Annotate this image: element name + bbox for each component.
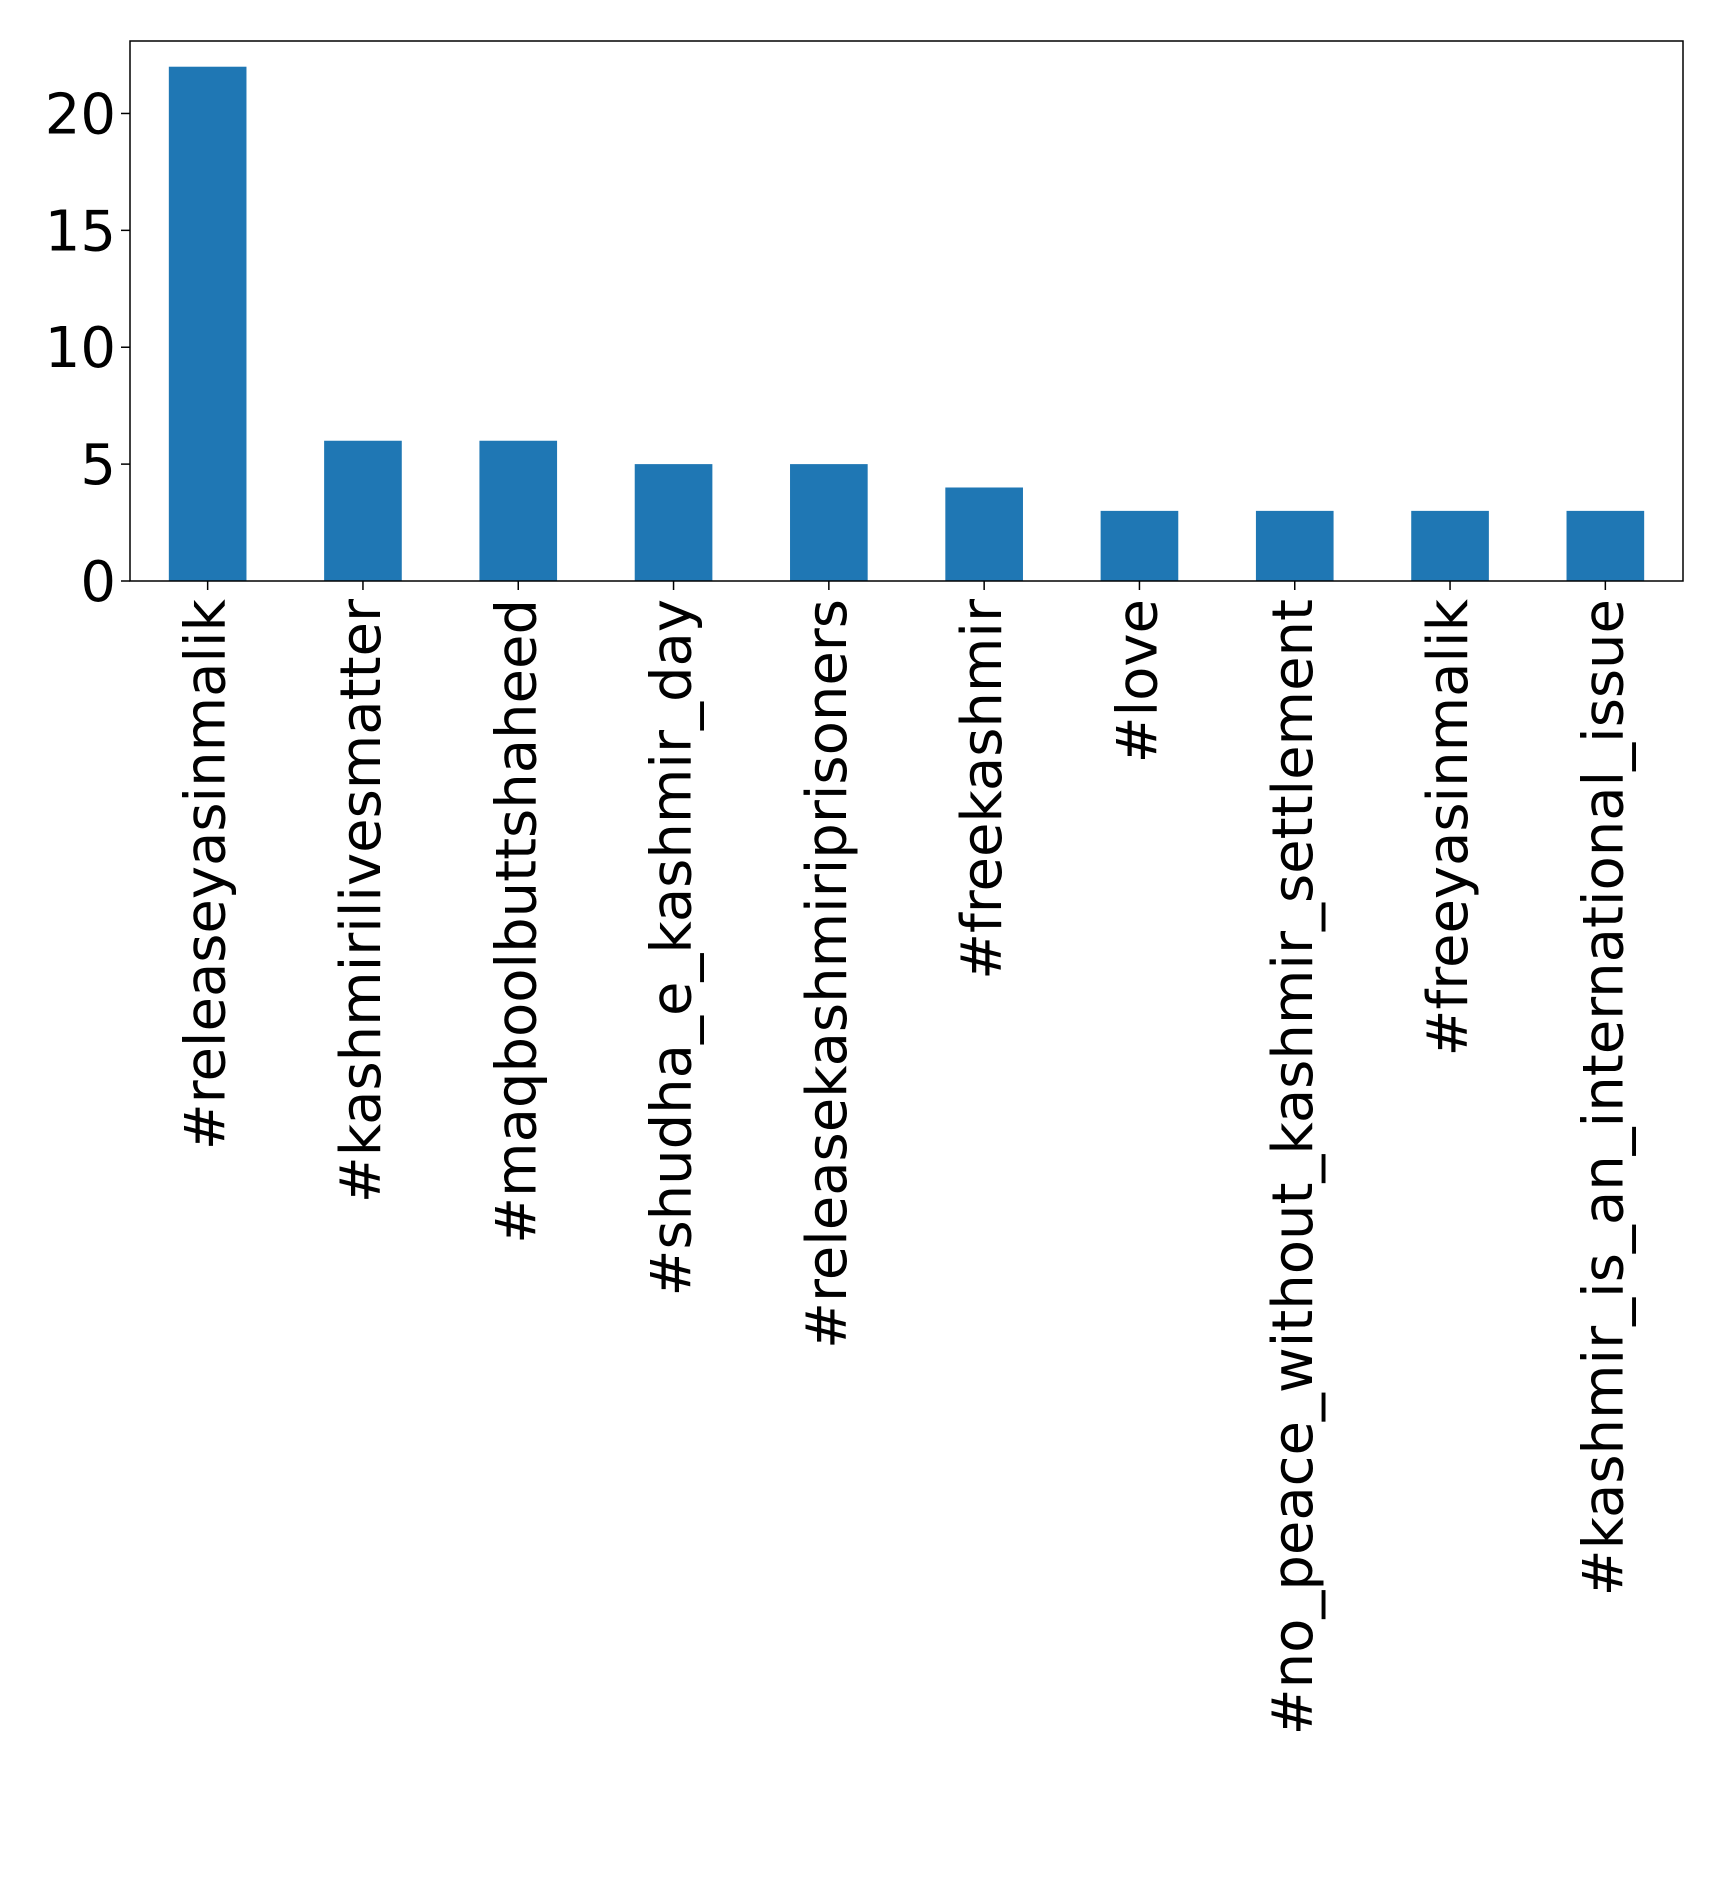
x-tick-label: #kashmirilivesmatter [329, 598, 394, 1203]
x-tick-label: #freeyasinmalik [1416, 598, 1481, 1056]
x-tick-label: #kashmir_is_an_international_issue [1571, 599, 1636, 1596]
bar-1 [324, 440, 402, 581]
x-axis: #releaseyasinmalik #kashmirilivesmatter #m… [174, 581, 1636, 1735]
x-tick-label: #releasekashmiriprisoners [795, 599, 860, 1349]
y-tick-label: 5 [80, 433, 116, 498]
x-tick-label: #maqboolbuttshaheed [484, 599, 549, 1244]
y-tick-label: 20 [45, 82, 116, 147]
x-tick-label: #love [1105, 599, 1170, 763]
bar-5 [945, 487, 1023, 581]
bar-8 [1411, 510, 1489, 581]
x-tick-label: #no_peace_without_kashmir_settlement [1261, 599, 1326, 1735]
bar-2 [479, 440, 558, 581]
y-axis: 0 5 10 15 20 [45, 82, 130, 615]
bar-7 [1255, 510, 1334, 581]
y-tick-label: 10 [45, 316, 116, 381]
plot-frame [129, 40, 1684, 582]
bars-layer [168, 66, 1645, 581]
bar-3 [634, 464, 713, 581]
x-tick-label: #freekashmir [950, 598, 1015, 980]
bar-4 [790, 464, 868, 581]
bar-0 [168, 66, 247, 581]
x-tick-label: #shudha_e_kashmir_day [640, 599, 705, 1296]
bar-6 [1100, 510, 1179, 581]
y-tick-label: 0 [80, 550, 116, 615]
x-tick-label: #releaseyasinmalik [174, 598, 239, 1150]
bar-9 [1566, 510, 1645, 581]
y-tick-label: 15 [45, 199, 116, 264]
